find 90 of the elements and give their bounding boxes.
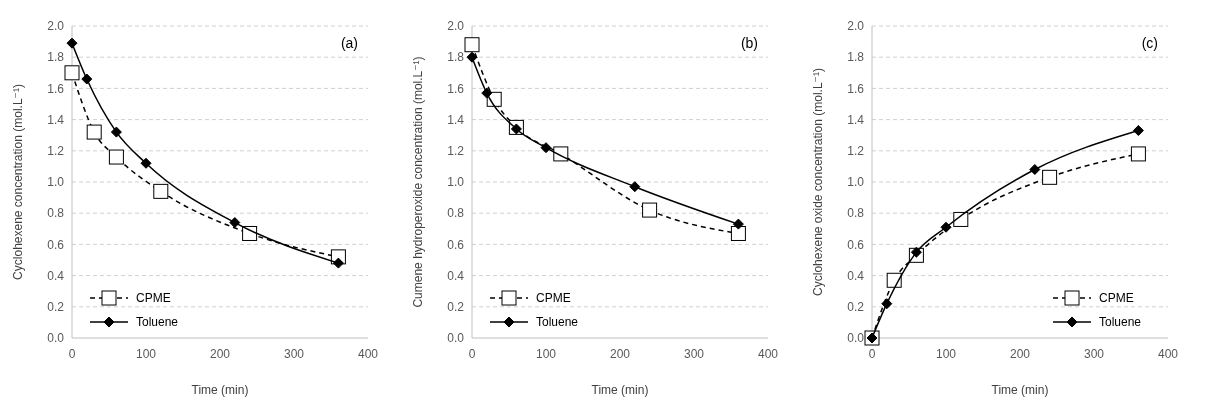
y-tick-label: 1.0 [447, 175, 465, 190]
x-tick-label: 400 [757, 347, 779, 361]
y-tick-label: 2.0 [847, 19, 865, 34]
point [730, 225, 746, 241]
y-tick-label: 0.0 [447, 331, 465, 346]
y-tick-label: 1.8 [47, 50, 65, 65]
y-tick-label: 1.2 [847, 144, 865, 158]
legend-label: CPME [536, 291, 571, 306]
point [629, 181, 641, 193]
y-tick-label: 0.6 [447, 237, 465, 252]
point [108, 149, 124, 165]
point [466, 51, 478, 63]
point [1042, 169, 1058, 185]
point [110, 126, 122, 138]
point [64, 65, 80, 81]
point [1130, 146, 1146, 162]
point [1132, 125, 1144, 137]
legend-label: Toluene [536, 315, 579, 330]
y-tick-label: 1.4 [447, 112, 465, 127]
x-tick-label: 300 [1083, 347, 1105, 361]
annotation: (b) [740, 35, 758, 51]
y-tick-label: 1.6 [447, 81, 465, 96]
point [940, 221, 952, 233]
point [86, 124, 102, 140]
annotation: (c) [1141, 35, 1158, 51]
y-tick-label: 0.4 [847, 268, 865, 283]
point [332, 257, 344, 269]
y-tick-label: 0.4 [47, 268, 65, 283]
point [881, 298, 893, 310]
y-tick-label: 0.0 [847, 331, 865, 346]
point [153, 183, 169, 199]
legend-label: CPME [1099, 291, 1134, 306]
point [140, 157, 152, 169]
y-tick-label: 1.4 [847, 112, 865, 127]
x-tick-label: 400 [1157, 347, 1179, 361]
y-tick-label: 1.4 [47, 112, 65, 127]
y-axis-title: Cyclohexene oxide concentration (mol.L⁻¹) [811, 68, 825, 296]
y-tick-label: 0.2 [847, 300, 865, 314]
x-tick-label: 300 [283, 347, 305, 361]
x-tick-label: 300 [683, 347, 705, 361]
y-tick-label: 0.2 [447, 300, 465, 314]
legend-label: Toluene [1099, 315, 1142, 330]
y-tick-label: 0.0 [47, 331, 65, 346]
point [481, 87, 493, 99]
y-tick-label: 0.8 [47, 206, 65, 221]
y-tick-label: 1.2 [447, 144, 465, 158]
point [910, 246, 922, 258]
point [540, 142, 552, 154]
point [732, 218, 744, 230]
x-tick-label: 200 [1009, 347, 1031, 361]
x-tick-label: 200 [209, 347, 231, 361]
x-tick-label: 200 [609, 347, 631, 361]
legend-label: CPME [136, 291, 171, 306]
point [642, 202, 658, 218]
y-tick-label: 1.0 [47, 175, 65, 190]
y-tick-label: 2.0 [447, 19, 465, 34]
x-tick-label: 0 [68, 347, 76, 361]
y-tick-label: 1.6 [847, 81, 865, 96]
y-tick-label: 0.4 [447, 268, 465, 283]
x-axis-title: Time (min) [591, 383, 649, 397]
legend-label: Toluene [136, 315, 179, 330]
x-tick-label: 100 [935, 347, 957, 361]
x-tick-label: 0 [468, 347, 476, 361]
y-tick-label: 0.6 [847, 237, 865, 252]
y-axis-title: Cyclohexene concentration (mol.L⁻¹) [11, 84, 25, 280]
y-axis-title: Cumene hydroperoxide concentration (mol.L⁻¹) [411, 56, 425, 308]
y-tick-label: 1.0 [847, 175, 865, 190]
y-tick-label: 1.2 [47, 144, 65, 158]
x-tick-label: 0 [868, 347, 876, 361]
point [886, 272, 902, 288]
y-tick-label: 1.8 [847, 50, 865, 65]
point [1029, 164, 1041, 176]
x-tick-label: 100 [135, 347, 157, 361]
annotation: (a) [340, 35, 358, 51]
y-tick-label: 2.0 [47, 19, 65, 34]
y-tick-label: 0.8 [847, 206, 865, 221]
x-axis-title: Time (min) [191, 383, 249, 397]
y-tick-label: 1.8 [447, 50, 465, 65]
y-tick-label: 0.8 [447, 206, 465, 221]
y-tick-label: 1.6 [47, 81, 65, 96]
point [229, 217, 241, 229]
point [510, 123, 522, 135]
y-tick-label: 0.6 [47, 237, 65, 252]
point [81, 73, 93, 85]
y-tick-label: 0.2 [47, 300, 65, 314]
point [464, 37, 480, 53]
point [66, 37, 78, 49]
x-tick-label: 100 [535, 347, 557, 361]
x-tick-label: 400 [357, 347, 379, 361]
x-axis-title: Time (min) [991, 383, 1049, 397]
